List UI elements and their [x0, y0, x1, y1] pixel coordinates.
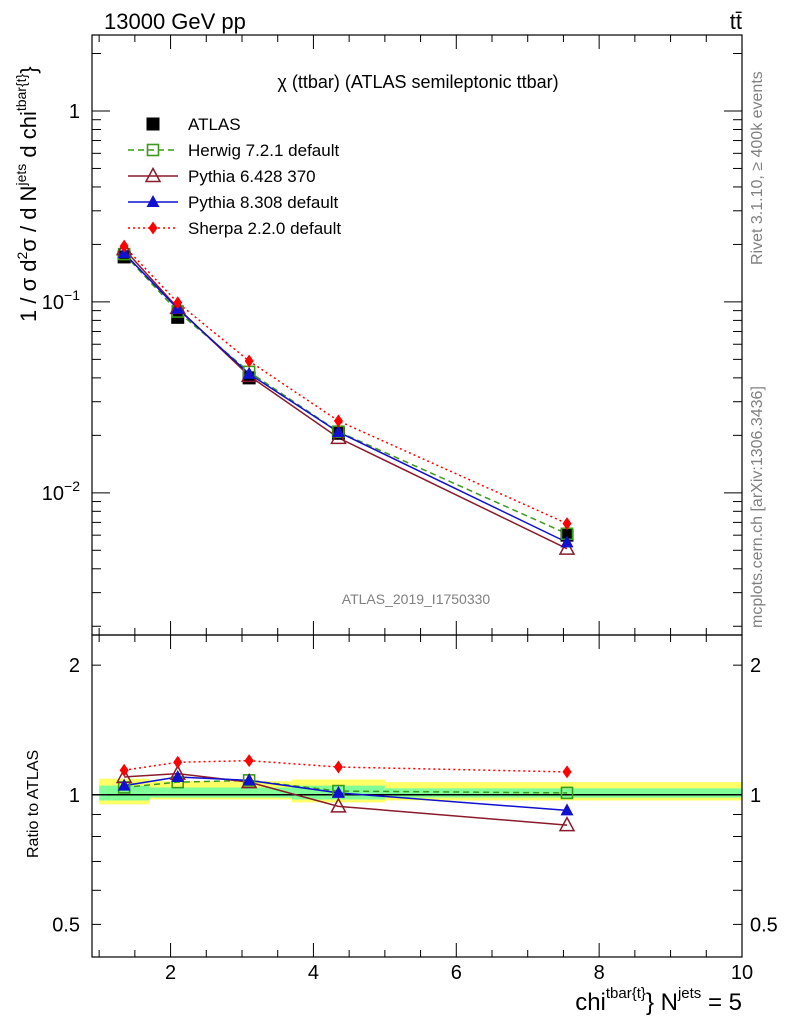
x-tick-label: 2	[165, 962, 176, 984]
ratio-point-sherpa-2-2-0-default	[119, 763, 129, 777]
main-y-axis-label: 1 / σ d2σ / d Njets d chitbar{t}}	[13, 66, 41, 322]
main-line-pythia-8-308-default	[123, 252, 568, 544]
main-point-pythia-8-308-default	[242, 366, 256, 379]
rivet-version-label: Rivet 3.1.10, ≥ 400k events	[749, 71, 766, 265]
legend-label: ATLAS	[188, 115, 241, 134]
ratio-point-pythia-6-428-370	[558, 816, 576, 832]
legend-entry: Herwig 7.2.1 default	[128, 141, 339, 160]
main-line-herwig-7-2-1-default	[123, 253, 568, 535]
main-point-pythia-8-308-default	[331, 425, 345, 438]
x-tick-label: 4	[308, 962, 319, 984]
x-tick-label: 10	[731, 962, 753, 984]
legend-entry: Pythia 6.428 370	[128, 166, 316, 186]
legend-marker	[144, 166, 162, 183]
ratio-y-tick-label-right: 0.5	[750, 914, 778, 936]
ratio-y-axis-label: Ratio to ATLAS	[25, 750, 42, 858]
ratio-band-inner	[149, 787, 292, 798]
main-line-pythia-6-428-370	[123, 248, 568, 550]
main-point-sherpa-2-2-0-default	[119, 239, 129, 253]
main-point-pythia-6-428-370	[558, 539, 576, 555]
ratio-point-pythia-8-308-default	[331, 785, 345, 798]
legend-entry: Sherpa 2.2.0 default	[128, 219, 341, 238]
header-process-label: tt̄	[730, 9, 742, 34]
legend-marker	[146, 117, 160, 131]
header-energy-label: 13000 GeV pp	[104, 9, 246, 34]
legend-entry: Pythia 8.308 default	[128, 193, 339, 212]
svg-text:chitbar{t}} Njets = 5: chitbar{t}} Njets = 5	[575, 985, 742, 1016]
ratio-point-sherpa-2-2-0-default	[562, 765, 572, 779]
ratio-y-tick-label-right: 2	[750, 655, 761, 677]
ratio-point-pythia-8-308-default	[171, 769, 185, 782]
ratio-y-tick-label: 0.5	[52, 914, 80, 936]
x-axis-label: chitbar{t}} Njets = 5	[575, 985, 742, 1016]
ratio-line-sherpa-2-2-0-default	[124, 759, 568, 773]
legend-marker	[146, 143, 160, 157]
main-point-sherpa-2-2-0-default	[244, 354, 254, 368]
ratio-y-tick-label-right: 1	[750, 785, 761, 807]
main-point-sherpa-2-2-0-default	[173, 296, 183, 310]
svg-text:1 / σ d2σ / d Njets d chitbar{: 1 / σ d2σ / d Njets d chitbar{t}}	[13, 66, 41, 322]
main-point-atlas	[560, 528, 574, 542]
legend-entry: ATLAS	[146, 115, 241, 134]
legend-marker	[146, 195, 160, 207]
ratio-point-pythia-8-308-default	[117, 778, 131, 791]
ratio-point-pythia-8-308-default	[560, 803, 574, 816]
ratio-point-pythia-6-428-370	[330, 797, 347, 813]
main-y-tick-label: 10−2	[42, 478, 80, 505]
legend-marker	[148, 221, 158, 235]
ratio-plot-frame	[91, 634, 743, 958]
x-tick-label: 6	[451, 962, 462, 984]
legend-label: Herwig 7.2.1 default	[188, 141, 339, 160]
ratio-point-sherpa-2-2-0-default	[173, 755, 183, 769]
main-line-sherpa-2-2-0-default	[123, 245, 568, 525]
main-y-tick-label: 1	[69, 101, 80, 123]
mcplots-credit-label: mcplots.cern.ch [arXiv:1306.3436]	[749, 386, 766, 628]
ratio-point-pythia-8-308-default	[242, 773, 256, 786]
main-point-pythia-8-308-default	[560, 535, 574, 548]
legend-label: Pythia 6.428 370	[188, 167, 316, 186]
main-point-sherpa-2-2-0-default	[333, 414, 343, 428]
x-tick-label: 8	[594, 962, 605, 984]
main-y-tick-label: 10−1	[42, 287, 80, 314]
main-point-sherpa-2-2-0-default	[562, 517, 572, 531]
legend-label: Sherpa 2.2.0 default	[188, 219, 341, 238]
ratio-y-tick-label: 2	[69, 655, 80, 677]
ratio-y-tick-label: 1	[69, 785, 80, 807]
ratio-point-sherpa-2-2-0-default	[333, 760, 343, 774]
analysis-watermark: ATLAS_2019_I1750330	[342, 591, 491, 607]
legend-label: Pythia 8.308 default	[188, 193, 339, 212]
ratio-point-sherpa-2-2-0-default	[244, 754, 254, 768]
ratio-point-herwig-7-2-1-default	[560, 786, 574, 800]
main-chart-title: χ (ttbar) (ATLAS semileptonic ttbar)	[277, 72, 558, 92]
